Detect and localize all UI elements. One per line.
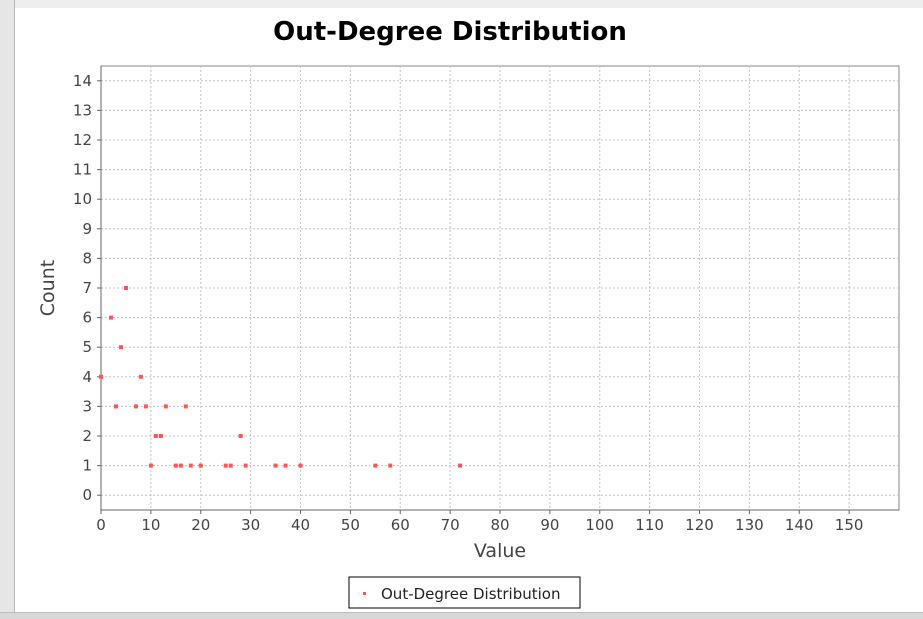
data-point — [173, 463, 178, 468]
y-tick-label: 8 — [82, 249, 92, 267]
data-point — [118, 345, 123, 350]
chart-panel: Out-Degree Distribution 0 10 20 30 40 50 60 70 8… — [15, 8, 923, 612]
chart-title: Out-Degree Distribution — [273, 17, 627, 47]
data-point — [188, 463, 193, 468]
data-point — [373, 463, 378, 468]
data-point — [108, 315, 113, 320]
data-point — [153, 434, 158, 438]
y-tick-label: 11 — [73, 161, 92, 179]
y-tick-label: 9 — [82, 220, 92, 238]
data-point — [138, 374, 143, 379]
x-tick-label: 70 — [441, 516, 460, 534]
y-tick-label: 1 — [82, 457, 92, 475]
y-tick-label: 6 — [82, 309, 92, 327]
data-point — [178, 463, 183, 468]
x-tick-label: 20 — [191, 516, 210, 534]
window-edge — [0, 0, 15, 618]
x-axis-label: Value — [474, 540, 526, 562]
x-tick-label: 50 — [341, 516, 360, 534]
y-tick-label: 10 — [73, 190, 92, 208]
legend-marker — [363, 592, 366, 595]
legend-label: Out-Degree Distribution — [381, 585, 560, 603]
x-tick-label: 0 — [96, 516, 106, 534]
data-point — [148, 463, 153, 468]
x-tick-label: 10 — [141, 516, 160, 534]
y-tick-label: 12 — [73, 131, 92, 149]
data-point — [228, 463, 233, 468]
x-tick-label: 90 — [540, 516, 559, 534]
x-tick-label: 120 — [685, 516, 714, 534]
data-point — [99, 374, 103, 379]
y-tick-label: 0 — [82, 486, 92, 504]
data-point — [273, 463, 278, 468]
y-tick-label: 7 — [82, 279, 92, 297]
data-point — [198, 463, 203, 468]
y-tick-label: 14 — [73, 72, 92, 90]
y-axis-label: Count — [37, 260, 59, 316]
window-bottom-edge — [0, 612, 923, 619]
data-point — [458, 463, 463, 468]
y-tick-label: 5 — [82, 338, 92, 356]
data-point — [163, 404, 168, 409]
y-tick-label: 13 — [73, 101, 92, 119]
tick-labels: 0 10 20 30 40 50 60 70 80 90 100 110 120 130 140 150012… — [73, 72, 864, 534]
data-point — [238, 434, 243, 438]
x-tick-label: 40 — [291, 516, 310, 534]
data-point — [388, 463, 393, 468]
data-point — [123, 286, 128, 290]
data-point — [158, 434, 163, 438]
data-point — [223, 463, 228, 468]
legend: Out-Degree Distribution — [348, 576, 581, 609]
data-point — [143, 404, 148, 409]
x-tick-label: 60 — [391, 516, 410, 534]
y-tick-label: 4 — [82, 368, 92, 386]
scatter-chart: Out-Degree Distribution 0 10 20 30 40 50 60 70 8… — [37, 17, 900, 609]
data-point — [283, 463, 288, 468]
data-point — [133, 404, 138, 409]
data-point — [113, 404, 118, 409]
data-point — [183, 404, 188, 409]
legend-box — [348, 576, 581, 609]
x-tick-label: 100 — [585, 516, 614, 534]
axes — [97, 66, 899, 514]
y-tick-label: 3 — [82, 397, 92, 415]
x-tick-label: 80 — [490, 516, 509, 534]
x-tick-label: 110 — [635, 516, 664, 534]
x-tick-label: 140 — [785, 516, 814, 534]
x-tick-label: 150 — [835, 516, 864, 534]
data-point — [298, 463, 303, 468]
x-tick-label: 130 — [735, 516, 764, 534]
x-tick-label: 30 — [241, 516, 260, 534]
data-point — [243, 463, 248, 468]
y-tick-label: 2 — [82, 427, 92, 445]
data-points — [99, 286, 463, 468]
